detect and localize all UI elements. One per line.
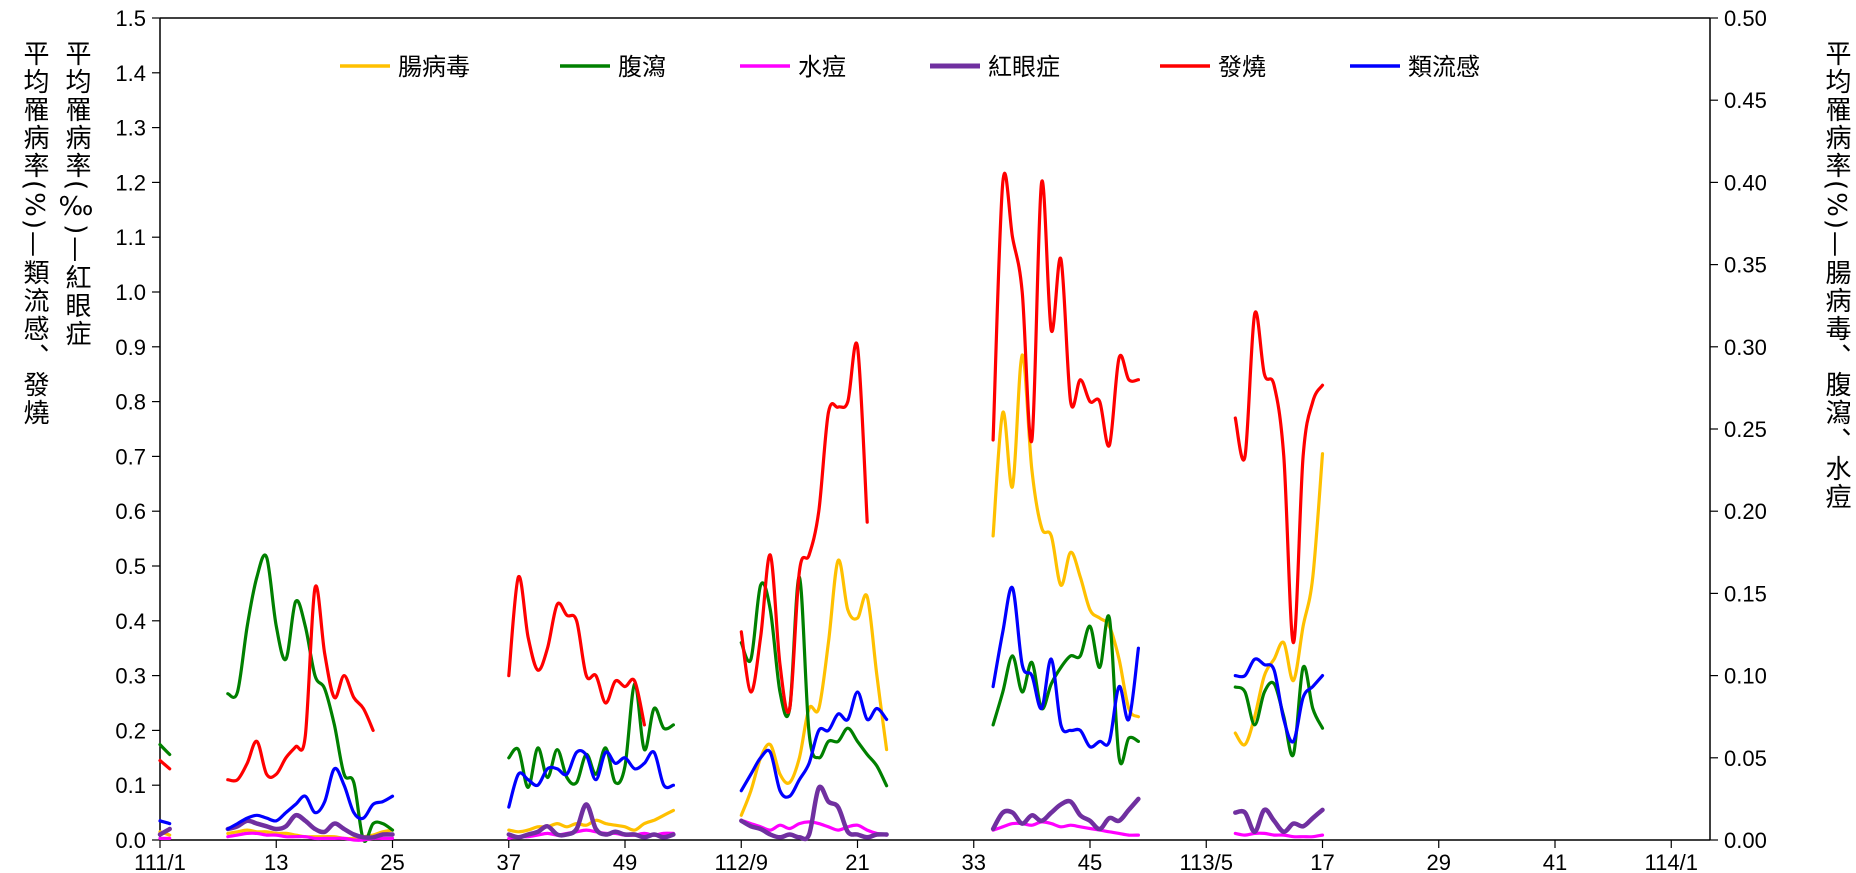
y-left-tick-label: 0.1 xyxy=(115,773,146,798)
series-line-2-segment-4 xyxy=(991,820,1140,837)
y-right-tick-label: 0.15 xyxy=(1724,581,1767,606)
series-line-4-segment-2 xyxy=(507,575,646,727)
legend: 腸病毒 腹瀉 水痘 紅眼症 發燒 類流感 xyxy=(340,53,1480,81)
right-axis-label: 平均罹病率(%)—腸病毒、腹瀉、水痘 xyxy=(1821,40,1851,511)
series-line-2-segment-1 xyxy=(226,831,395,842)
series-line-1-segment-2 xyxy=(507,682,675,790)
series-line-5-segment-5 xyxy=(1233,657,1325,744)
x-tick-label: 111/1 xyxy=(134,850,186,873)
series-line-3-segment-5 xyxy=(1233,807,1325,835)
series-line-3-segment-4 xyxy=(990,796,1141,832)
y-right-tick-label: 0.30 xyxy=(1724,335,1767,360)
series-line-4-segment-5 xyxy=(1233,310,1325,645)
x-tick-label: 41 xyxy=(1543,850,1567,873)
series-line-5-segment-4 xyxy=(991,585,1140,749)
x-tick-label: 25 xyxy=(380,850,404,873)
legend-label-0: 腸病毒 xyxy=(398,53,470,81)
plot-area: 0.0 0.1 0.2 0.3 0.4 0.5 0.6 0.7 0.8 0.9 1.0 1.1 1.2 1… xyxy=(115,6,1766,873)
series-line-3-segment-1 xyxy=(225,812,395,840)
series-line-5-segment-1 xyxy=(226,766,395,831)
legend-label-4: 發燒 xyxy=(1218,53,1266,81)
y-left-tick-label: 0.5 xyxy=(115,554,146,579)
series-line-3-segment-0 xyxy=(157,826,172,837)
y-right-tick-label: 0.50 xyxy=(1724,6,1767,31)
y-left-tick-label: 1.1 xyxy=(115,225,146,250)
x-tick-label: 113/5 xyxy=(1180,850,1233,873)
y-left-tick-label: 0.0 xyxy=(115,828,146,853)
y-left-tick-label: 1.3 xyxy=(115,116,146,141)
x-tick-label: 37 xyxy=(497,850,521,873)
series-line-0-segment-5 xyxy=(1233,452,1325,747)
y-right-tick-label: 0.00 xyxy=(1724,828,1767,853)
y-right-tick-label: 0.35 xyxy=(1724,253,1767,278)
series-lines xyxy=(157,171,1325,843)
y-left-tick-label: 0.9 xyxy=(115,335,146,360)
y-left-tick-label: 0.6 xyxy=(115,499,146,524)
y-right-tick-label: 0.20 xyxy=(1724,499,1767,524)
x-tick-label: 49 xyxy=(613,850,637,873)
x-tick-label: 29 xyxy=(1427,850,1451,873)
left-axis-label-1: 平均罹病率(%)—類流感、發燒 xyxy=(19,40,49,427)
y-right-tick-label: 0.25 xyxy=(1724,417,1767,442)
y-left-tick-label: 0.2 xyxy=(115,718,146,743)
y-left-tick-label: 1.0 xyxy=(115,280,146,305)
y-left-tick-label: 0.3 xyxy=(115,664,146,689)
y-left-tick-label: 0.8 xyxy=(115,390,146,415)
y-right-tick-label: 0.40 xyxy=(1724,170,1767,195)
series-line-5-segment-2 xyxy=(507,748,675,809)
y-right-tick-label: 0.05 xyxy=(1724,746,1767,771)
series-line-1-segment-3 xyxy=(739,575,889,788)
legend-label-5: 類流感 xyxy=(1408,53,1480,81)
y-left-tick-label: 1.4 xyxy=(115,61,146,86)
x-tick-label: 112/9 xyxy=(715,850,768,873)
x-tick-label: 45 xyxy=(1078,850,1102,873)
y-left-tick-label: 0.4 xyxy=(115,609,146,634)
series-line-5-segment-0 xyxy=(158,819,172,826)
series-line-4-segment-1 xyxy=(226,584,375,783)
x-tick-label: 17 xyxy=(1310,850,1334,873)
legend-label-1: 腹瀉 xyxy=(618,53,666,81)
series-line-4-segment-0 xyxy=(158,758,172,771)
x-tick-label: 33 xyxy=(962,850,986,873)
series-line-2-segment-2 xyxy=(507,828,675,840)
legend-label-3: 紅眼症 xyxy=(988,53,1060,81)
series-line-5-segment-3 xyxy=(739,690,889,799)
series-line-3-segment-3 xyxy=(739,784,889,842)
series-line-2-segment-5 xyxy=(1233,831,1325,839)
series-line-1-segment-1 xyxy=(226,553,395,843)
legend-label-2: 水痘 xyxy=(798,53,846,81)
y-right-tick-label: 0.10 xyxy=(1724,664,1767,689)
left-axis-label-2: 平均罹病率(‰)—紅眼症 xyxy=(61,40,91,349)
y-left-tick-label: 0.7 xyxy=(115,444,146,469)
y-right-tick-label: 0.45 xyxy=(1724,88,1767,113)
series-line-3-segment-2 xyxy=(506,802,676,840)
y-left-tick-label: 1.2 xyxy=(115,170,146,195)
x-tick-label: 13 xyxy=(264,850,288,873)
series-line-1-segment-0 xyxy=(158,743,172,757)
series-line-0-segment-3 xyxy=(739,558,889,817)
y-left-tick-label: 1.5 xyxy=(115,6,146,31)
series-line-1-segment-5 xyxy=(1233,664,1325,758)
series-line-4-segment-3 xyxy=(739,341,869,714)
series-line-4-segment-4 xyxy=(991,171,1140,448)
x-tick-label: 114/1 xyxy=(1645,850,1698,873)
x-tick-label: 21 xyxy=(845,850,869,873)
